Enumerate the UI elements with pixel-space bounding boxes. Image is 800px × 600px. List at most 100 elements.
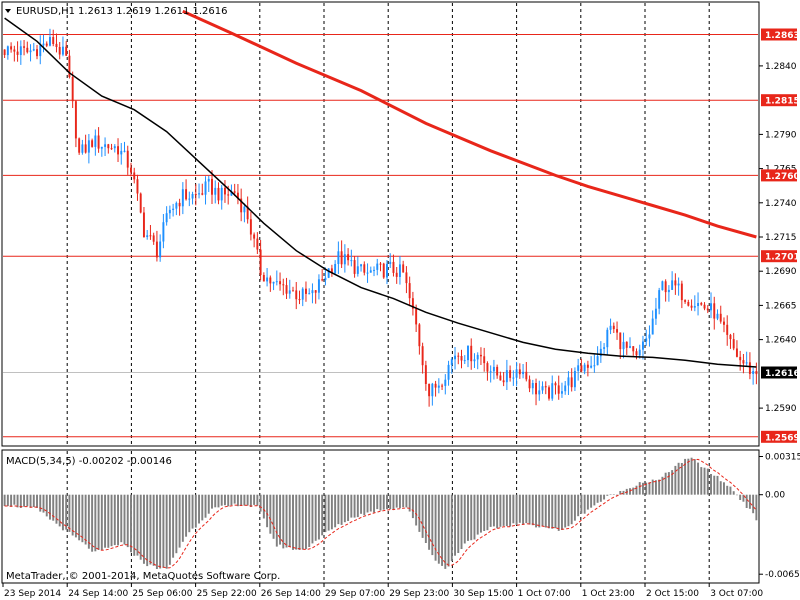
macd-histogram-bar	[175, 494, 178, 554]
candle-body	[415, 308, 418, 325]
macd-histogram-bar	[382, 494, 385, 510]
macd-histogram-bar	[693, 459, 696, 495]
candle-body	[376, 263, 379, 270]
candle-body	[395, 272, 398, 277]
triangle-down-icon[interactable]	[5, 9, 11, 13]
candle-body	[752, 371, 755, 374]
macd-histogram-bar	[211, 494, 213, 509]
candle-body	[139, 193, 142, 213]
candle-body	[693, 306, 696, 308]
candle-body	[123, 150, 126, 152]
candle-body	[684, 300, 687, 302]
candle-body	[580, 365, 583, 372]
candle-body	[282, 284, 285, 286]
macd-histogram-bar	[411, 494, 414, 519]
macd-histogram-bar	[97, 494, 100, 550]
macd-histogram-bar	[233, 494, 236, 504]
macd-histogram-bar	[52, 494, 55, 521]
candle-body	[577, 365, 580, 371]
macd-histogram-bar	[460, 494, 463, 549]
macd-histogram-bar	[729, 486, 732, 495]
candle-body	[6, 46, 9, 56]
macd-histogram-bar	[334, 494, 337, 528]
macd-histogram-bar	[347, 494, 350, 521]
macd-histogram-bar	[463, 494, 466, 544]
current-price-tag-label: 1.2616	[765, 369, 800, 379]
macd-histogram-bar	[697, 462, 700, 495]
candle-body	[677, 283, 680, 286]
macd-histogram-bar	[123, 494, 126, 545]
candle-body	[233, 191, 236, 193]
candle-body	[518, 369, 521, 375]
candle-body	[178, 202, 181, 207]
macd-histogram-bar	[204, 494, 207, 518]
time-tick-label: 2 Oct 15:00	[646, 589, 699, 599]
candle-body	[564, 385, 567, 392]
candle-body	[275, 281, 278, 283]
time-tick-label: 29 Sep 23:00	[389, 589, 449, 599]
candle-body	[61, 46, 64, 55]
candle-body	[548, 387, 550, 399]
candle-body	[515, 369, 518, 378]
macd-histogram-bar	[473, 494, 476, 540]
macd-histogram-bar	[220, 494, 223, 506]
macd-histogram-bar	[606, 494, 609, 496]
candle-body	[680, 283, 683, 301]
macd-histogram-bar	[658, 479, 661, 495]
macd-histogram-bar	[437, 494, 440, 564]
macd-histogram-bar	[324, 494, 327, 533]
macd-histogram-bar	[353, 494, 356, 518]
candle-body	[363, 264, 366, 273]
macd-histogram-bar	[29, 494, 32, 508]
macd-histogram-bar	[45, 494, 48, 517]
macd-histogram-bar	[599, 494, 602, 502]
candle-body	[191, 194, 194, 199]
macd-histogram-bar	[39, 494, 42, 512]
macd-histogram-bar	[408, 494, 411, 512]
candle-body	[411, 298, 414, 309]
candle-body	[126, 150, 129, 168]
candle-body	[155, 241, 158, 258]
macd-histogram-bar	[745, 494, 748, 508]
candle-body	[159, 241, 162, 258]
candle-body	[97, 135, 100, 149]
candle-body	[120, 150, 123, 155]
macd-histogram-bar	[19, 494, 22, 508]
candle-body	[240, 198, 243, 213]
macd-histogram-bar	[198, 494, 201, 524]
macd-histogram-bar	[314, 494, 317, 541]
candle-body	[256, 238, 259, 250]
macd-histogram-bar	[317, 494, 320, 540]
macd-histogram-bar	[389, 494, 392, 510]
macd-histogram-bar	[567, 494, 570, 527]
macd-histogram-bar	[629, 488, 631, 495]
macd-histogram-bar	[538, 494, 541, 528]
level-price-tag-label: 1.2569	[765, 433, 800, 443]
macd-histogram-bar	[172, 494, 175, 558]
candle-body	[279, 281, 282, 285]
time-tick-label: 23 Sep 2014	[4, 589, 61, 599]
candle-body	[428, 384, 431, 397]
macd-histogram-bar	[356, 494, 359, 518]
candle-body	[201, 193, 204, 195]
candle-body	[706, 308, 709, 311]
price-tick-label: 1.2715	[765, 233, 797, 243]
candle-body	[168, 209, 171, 214]
candle-body	[447, 364, 450, 380]
candle-body	[697, 303, 700, 306]
candle-body	[32, 49, 35, 51]
macd-histogram-bar	[434, 494, 437, 561]
macd-histogram-bar	[81, 494, 84, 543]
macd-histogram-bar	[522, 494, 525, 525]
macd-histogram-bar	[512, 494, 515, 524]
candle-body	[703, 304, 706, 309]
macd-histogram-bar	[590, 494, 593, 508]
candle-body	[259, 249, 262, 275]
candle-body	[292, 290, 294, 292]
candle-body	[198, 193, 201, 195]
macd-histogram-bar	[311, 494, 314, 544]
candle-body	[632, 346, 635, 352]
candle-body	[596, 356, 599, 366]
macd-histogram-bar	[149, 494, 152, 565]
